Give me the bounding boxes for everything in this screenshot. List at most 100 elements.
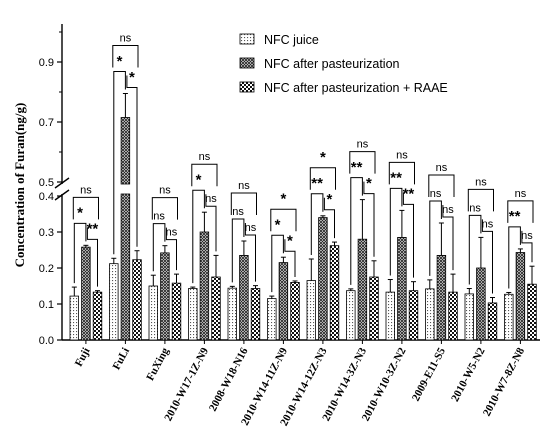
significance-label: * xyxy=(129,69,135,86)
short-bracket xyxy=(192,189,205,284)
bar xyxy=(476,267,486,341)
significance-label: ns xyxy=(442,204,454,216)
bar xyxy=(357,238,368,341)
long-bracket xyxy=(309,167,336,190)
legend: NFC juice NFC after pasteurization NFC aft… xyxy=(239,33,448,95)
significance-label: ns xyxy=(80,184,92,196)
short-bracket xyxy=(389,187,403,276)
significance-label: ** xyxy=(351,159,363,176)
significance-label: ns xyxy=(357,139,369,151)
significance-label: ns xyxy=(469,202,481,214)
significance-label: ns xyxy=(153,211,165,223)
short-bracket xyxy=(508,226,521,289)
bar xyxy=(250,288,261,341)
short-bracket xyxy=(284,239,296,277)
bar xyxy=(329,245,340,341)
bar xyxy=(318,217,328,341)
significance-label: ns xyxy=(245,222,257,234)
bar xyxy=(109,263,119,341)
significance-label: ns xyxy=(120,33,132,45)
long-bracket xyxy=(428,174,455,197)
significance-label: ns xyxy=(436,162,448,174)
x-tick-label: Fuji xyxy=(73,346,93,369)
significance-label: ns xyxy=(475,176,487,188)
short-bracket xyxy=(350,177,363,285)
y-tick-label: 0.5 xyxy=(39,177,54,189)
significance-label: ** xyxy=(403,186,415,203)
bar xyxy=(527,283,537,341)
bar xyxy=(306,280,317,341)
legend-swatch xyxy=(239,81,255,93)
long-bracket xyxy=(388,161,415,185)
short-bracket xyxy=(244,223,256,282)
bar xyxy=(120,193,131,341)
significance-label: ** xyxy=(509,208,521,225)
x-tick-label: 2009-E11-S5 xyxy=(410,345,448,403)
significance-label: ** xyxy=(87,221,99,238)
x-tick-label: FuLi xyxy=(111,346,133,372)
long-bracket xyxy=(72,196,99,220)
short-bracket xyxy=(152,223,166,272)
bar xyxy=(120,117,131,185)
significance-label: * xyxy=(196,171,202,188)
bars xyxy=(69,93,537,341)
short-bracket xyxy=(73,222,87,284)
bar xyxy=(278,262,289,341)
bar xyxy=(290,281,300,341)
significance-label: ns xyxy=(396,149,408,161)
bar xyxy=(239,254,249,341)
long-bracket xyxy=(467,188,494,212)
significance-label: ns xyxy=(159,185,171,197)
legend-entry: NFC juice xyxy=(264,33,319,47)
bar xyxy=(515,252,526,341)
significance-label: * xyxy=(366,175,372,192)
bar xyxy=(92,291,103,341)
bar xyxy=(171,282,182,341)
bar xyxy=(81,246,91,341)
short-bracket xyxy=(521,230,533,263)
x-tick-label: 2008-W18-N16 xyxy=(207,345,251,413)
significance-label: ns xyxy=(205,193,217,205)
bar xyxy=(436,254,447,341)
short-bracket xyxy=(323,197,335,239)
x-tick-label: 2010-W17-1Z-N9 xyxy=(162,345,211,423)
bar xyxy=(464,293,475,341)
short-bracket xyxy=(86,227,98,287)
bar xyxy=(408,290,419,341)
significance-label: ns xyxy=(238,180,250,192)
y-tick-label: 0.2 xyxy=(39,263,54,275)
significance-label: * xyxy=(287,232,293,249)
significance-label: ** xyxy=(390,170,402,187)
bar xyxy=(211,276,221,341)
significance-label: ns xyxy=(232,206,244,218)
bar xyxy=(227,287,238,341)
significance-label: * xyxy=(327,191,333,208)
y-axis-label: Concentration of Furan(ng/g) xyxy=(12,103,27,268)
bar xyxy=(487,302,498,341)
bar xyxy=(199,231,210,341)
significance-label: ns xyxy=(199,151,211,163)
long-bracket xyxy=(349,151,376,174)
short-bracket xyxy=(310,193,324,255)
short-bracket xyxy=(442,205,454,271)
short-bracket xyxy=(363,181,375,257)
significance-label: * xyxy=(320,149,326,166)
short-bracket xyxy=(481,219,493,294)
y-tick-label: 0.4 xyxy=(39,191,54,203)
significance-label: * xyxy=(77,205,83,222)
bar xyxy=(346,290,356,341)
short-bracket xyxy=(429,200,442,276)
bar xyxy=(425,288,435,341)
bar xyxy=(148,285,159,341)
short-bracket xyxy=(113,71,126,255)
long-bracket xyxy=(151,197,178,220)
bar xyxy=(369,276,379,341)
bar xyxy=(69,295,80,341)
bar xyxy=(504,293,514,341)
x-tick-label: FuXing xyxy=(144,345,171,382)
long-bracket xyxy=(112,45,139,68)
legend-swatch xyxy=(239,57,255,69)
significance-label: ns xyxy=(482,218,494,230)
short-bracket xyxy=(126,75,138,247)
